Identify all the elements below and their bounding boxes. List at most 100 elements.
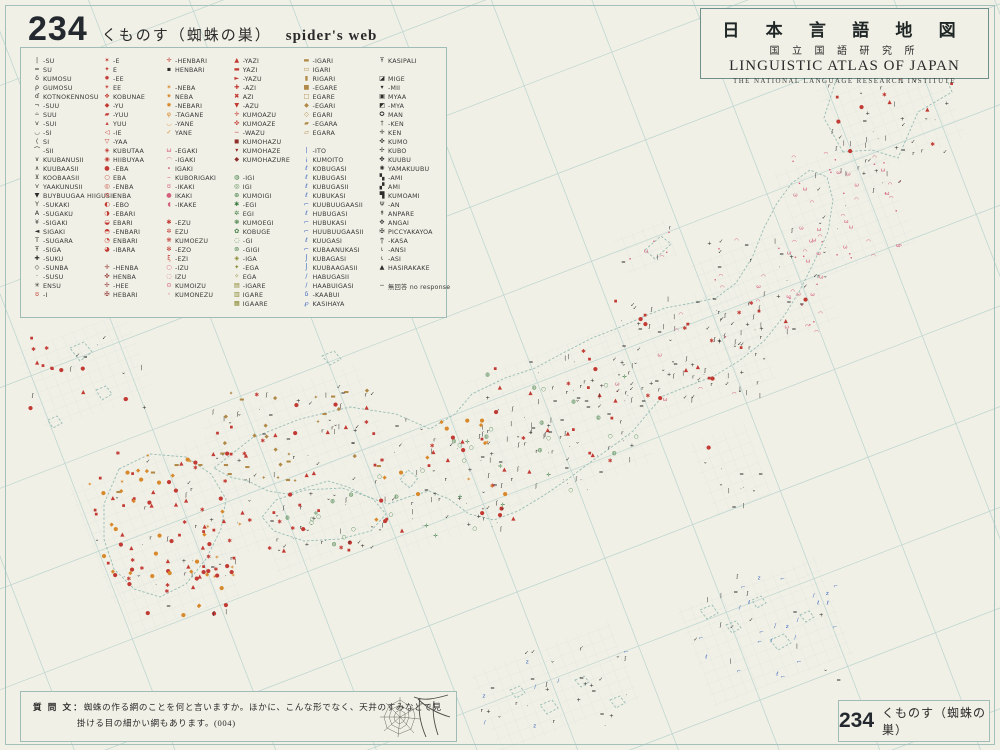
svg-text:●: ●: [348, 540, 353, 546]
legend-entry: ✻ -EZO: [163, 246, 231, 255]
svg-text:|: |: [564, 355, 566, 361]
svg-text:∙: ∙: [628, 257, 631, 263]
svg-text:·: ·: [393, 450, 395, 456]
legend-entry: ◎ -ENBA: [101, 183, 163, 192]
svg-text:▪: ▪: [480, 437, 484, 443]
svg-text:▪: ▪: [229, 452, 233, 458]
svg-text:=: =: [639, 403, 644, 409]
legend-symbol-icon: ✠: [104, 291, 110, 299]
svg-text:|: |: [682, 370, 684, 376]
legend-entry: ▣ MYAA: [376, 93, 442, 102]
svg-text:⌄: ⌄: [616, 654, 621, 660]
legend-symbol-icon: ✹: [104, 75, 110, 83]
legend-label: SIGAKI: [43, 229, 66, 236]
svg-text:▲: ▲: [566, 431, 571, 437]
svg-text:=: =: [270, 519, 275, 525]
svg-text:●: ●: [167, 480, 172, 486]
svg-text:⌄: ⌄: [719, 482, 724, 488]
svg-text:|: |: [746, 390, 748, 396]
svg-text:◠: ◠: [888, 182, 893, 188]
svg-text:▬: ▬: [220, 451, 225, 457]
svg-text:r: r: [621, 430, 624, 436]
svg-text:ω: ω: [896, 243, 901, 249]
svg-text:●: ●: [154, 551, 159, 557]
svg-text:◠: ◠: [898, 244, 903, 250]
svg-text:·: ·: [142, 542, 144, 548]
svg-text:=: =: [739, 471, 744, 477]
svg-text:▲: ▲: [598, 393, 603, 399]
legend-symbol-icon: ⌡: [304, 255, 309, 263]
svg-text:✓: ✓: [597, 404, 602, 410]
svg-text:∙: ∙: [808, 323, 811, 329]
svg-text:✱: ✱: [247, 517, 252, 524]
legend-symbol-icon: ⌡: [304, 264, 309, 272]
svg-text:·: ·: [422, 524, 424, 530]
legend-entry: ι -ANSI: [376, 246, 442, 255]
svg-text:▲: ▲: [244, 453, 249, 459]
legend-entry: ◪ MIGE: [376, 75, 442, 84]
svg-text:r: r: [535, 449, 538, 455]
svg-text:⌄: ⌄: [332, 492, 337, 498]
legend-entry: ► -YAZU: [231, 75, 301, 84]
svg-text:r: r: [625, 391, 628, 397]
legend-label: -NEBARI: [174, 103, 203, 110]
svg-text:⌐: ⌐: [781, 674, 786, 680]
svg-text:r: r: [511, 477, 514, 483]
legend-label: YAMAKUUBU: [388, 166, 430, 173]
svg-text:r: r: [321, 540, 324, 546]
svg-text:=: =: [553, 398, 558, 404]
svg-text:✓: ✓: [943, 150, 948, 156]
svg-text:◆: ◆: [111, 569, 116, 575]
legend-label: HIIBUYAA: [113, 157, 145, 164]
svg-text:✛: ✛: [501, 502, 506, 509]
legend-label: HAABUIGASI: [312, 283, 354, 290]
svg-text:✓: ✓: [867, 158, 872, 164]
svg-text:·: ·: [716, 308, 718, 314]
svg-text:r: r: [553, 719, 556, 725]
legend-label: -IKAKE: [174, 202, 197, 209]
svg-text:|: |: [845, 171, 847, 177]
legend-entry: ✚ -SUKU: [31, 255, 101, 264]
svg-text:▪: ▪: [131, 471, 135, 477]
svg-text:●: ●: [224, 602, 229, 608]
map-title-japanese: くものす（蜘蛛の巣）: [101, 28, 272, 44]
svg-text:⌐: ⌐: [699, 636, 704, 642]
svg-text:r: r: [748, 346, 751, 352]
svg-text:⌄: ⌄: [752, 488, 757, 494]
legend-label: YANE: [174, 130, 193, 137]
svg-text:▲: ▲: [174, 502, 179, 508]
svg-text:▬: ▬: [198, 463, 203, 469]
legend-symbol-icon: ✪: [379, 111, 385, 119]
svg-text:∙: ∙: [815, 282, 818, 288]
svg-text:✱: ✱: [267, 545, 272, 552]
svg-text:▬: ▬: [376, 463, 381, 469]
svg-text:✛: ✛: [546, 472, 551, 479]
svg-text:ω: ω: [854, 182, 859, 188]
legend-entry: ▮ RIGARI: [300, 75, 376, 84]
svg-text:●: ●: [125, 470, 130, 476]
svg-text:=: =: [696, 300, 701, 306]
svg-text:▪: ▪: [572, 427, 576, 433]
svg-text:|: |: [333, 429, 335, 435]
legend-entry: ⌡ KUBAGASI: [300, 255, 376, 264]
svg-text:r: r: [620, 420, 623, 426]
svg-text:▪: ▪: [686, 321, 690, 327]
legend-symbol-icon: ✢: [379, 147, 385, 155]
legend-label: NEBA: [174, 94, 194, 101]
svg-text:●: ●: [123, 396, 128, 402]
svg-text:r: r: [524, 442, 527, 448]
svg-text:◆: ◆: [189, 569, 194, 575]
legend-symbol-icon: ▤: [233, 282, 240, 290]
legend-entry: ◔ ENBARI: [101, 237, 163, 246]
svg-text:⌄: ⌄: [215, 455, 220, 461]
svg-text:◠: ◠: [719, 273, 724, 279]
svg-text:▲: ▲: [203, 524, 208, 530]
legend-label: -IGARE: [242, 283, 266, 290]
legend-symbol-icon: Ψ: [379, 201, 385, 209]
svg-text:▲: ▲: [400, 528, 405, 534]
svg-text:+: +: [667, 372, 672, 378]
svg-text:r: r: [912, 151, 915, 157]
svg-text:▲: ▲: [150, 503, 155, 509]
svg-text:◆: ◆: [252, 433, 257, 439]
svg-text:▲: ▲: [546, 428, 551, 434]
